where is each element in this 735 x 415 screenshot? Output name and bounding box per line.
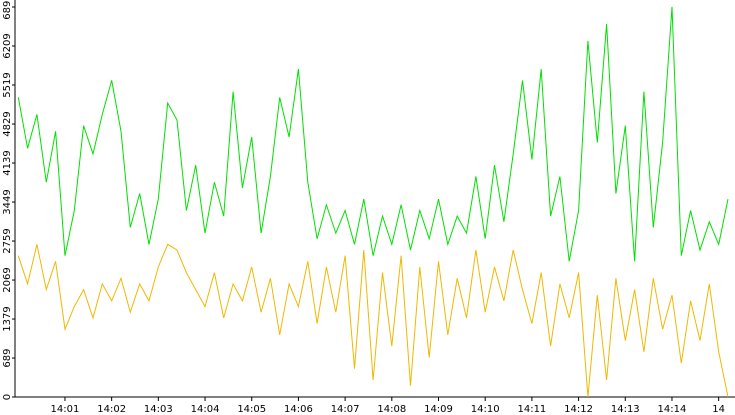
y-tick-label: 3449 xyxy=(2,189,13,214)
x-tick-label: 14:06 xyxy=(284,404,313,415)
x-tick-label: 14:01 xyxy=(51,404,80,415)
y-tick-label: 4829 xyxy=(2,111,13,136)
x-tick-label: 14:09 xyxy=(424,404,453,415)
y-tick-label: 2069 xyxy=(2,267,13,292)
y-tick-label: 5519 xyxy=(2,72,13,97)
x-tick-label: 14:05 xyxy=(237,404,266,415)
x-tick-label: 14:08 xyxy=(377,404,406,415)
x-tick-label: 14 xyxy=(712,404,725,415)
y-tick-label: 1379 xyxy=(2,306,13,331)
x-tick-label: 14:11 xyxy=(517,404,546,415)
y-tick-label: 4139 xyxy=(2,150,13,175)
y-tick-label: 6209 xyxy=(2,33,13,58)
x-tick-label: 14:10 xyxy=(471,404,500,415)
x-tick-label: 14:14 xyxy=(658,404,687,415)
x-tick-label: 14:07 xyxy=(331,404,360,415)
x-tick-label: 14:12 xyxy=(564,404,593,415)
y-tick-label: 2759 xyxy=(2,228,13,253)
x-tick-label: 14:02 xyxy=(97,404,126,415)
y-tick-label: 0 xyxy=(2,394,13,400)
x-tick-label: 14:04 xyxy=(191,404,220,415)
series-line xyxy=(17,243,729,398)
x-tick-label: 14:13 xyxy=(611,404,640,415)
x-tick-label: 14:03 xyxy=(144,404,173,415)
y-tick-label: 6899 xyxy=(2,0,13,20)
y-tick-label: 689 xyxy=(2,349,13,368)
series-line xyxy=(17,6,729,262)
